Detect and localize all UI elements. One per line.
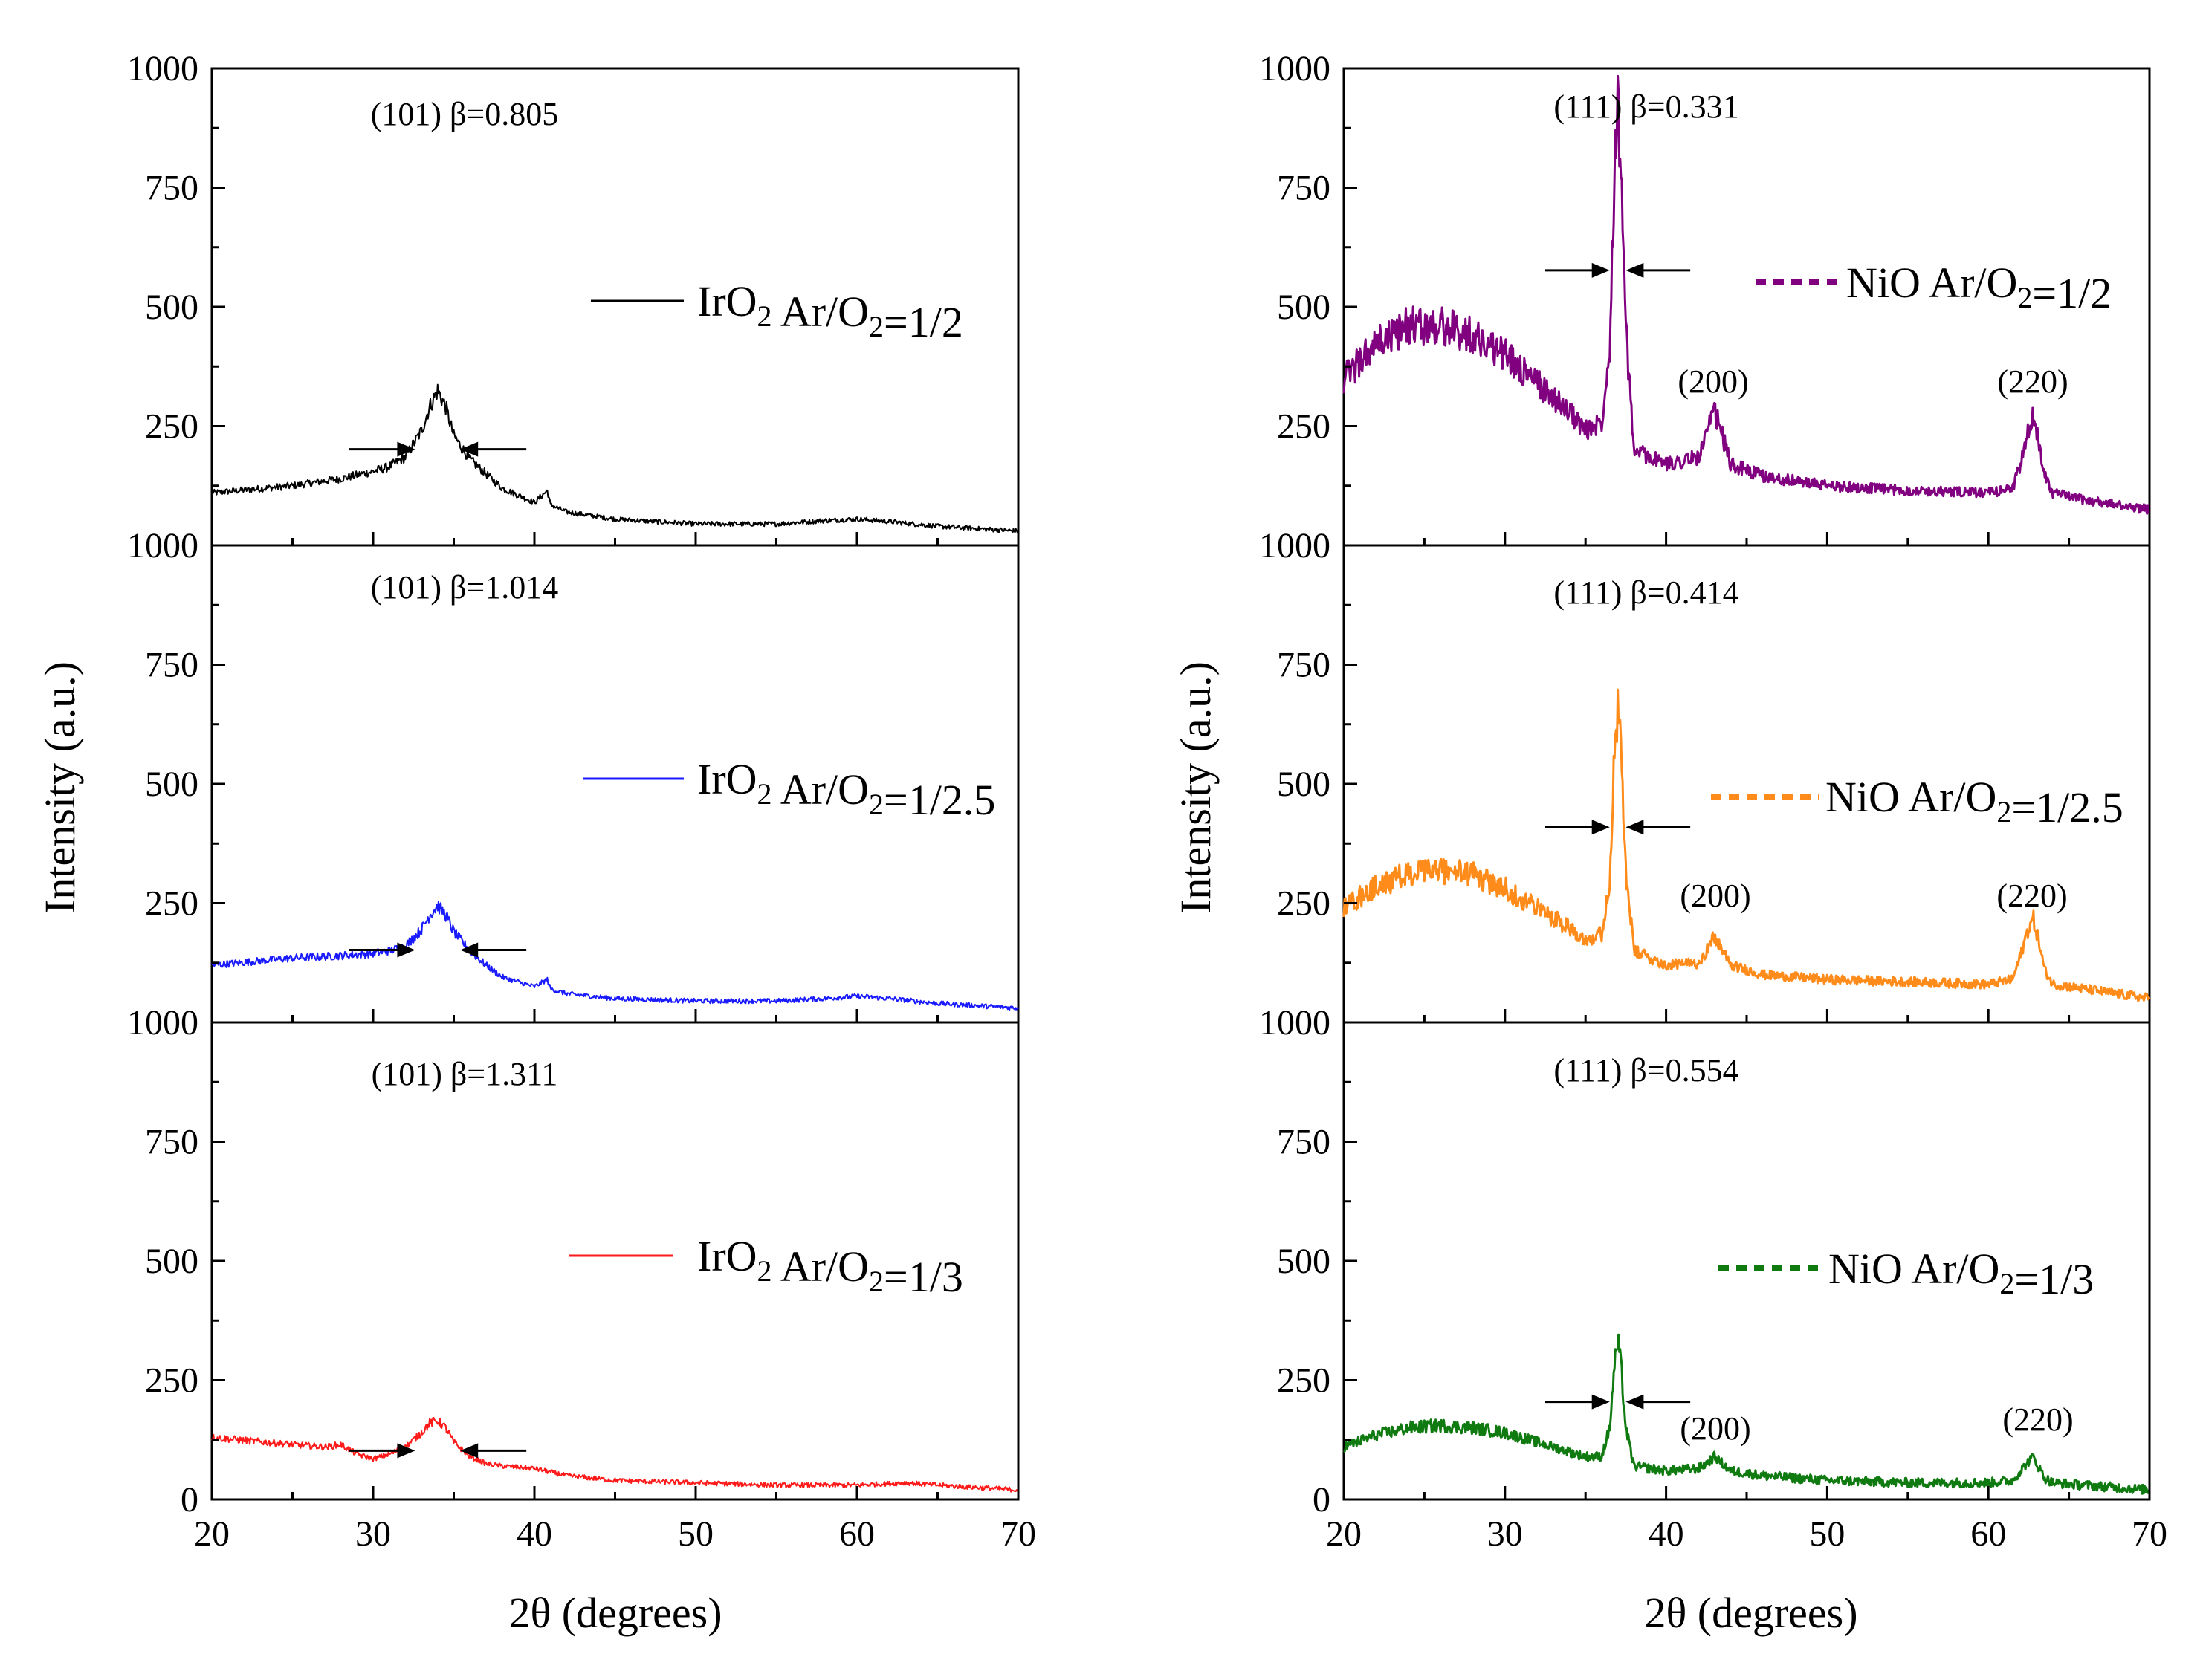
y-tick-label: 500 [1277, 765, 1330, 804]
legend-label-2: NiO Ar/O2=1/2.5 [1825, 773, 2123, 831]
y-tick-label: 250 [145, 884, 198, 924]
y-tick-label: 750 [145, 169, 198, 208]
y-tick-label: 500 [145, 288, 198, 327]
y-tick-label: 500 [145, 765, 198, 804]
y-tick-label: 0 [1313, 1480, 1330, 1520]
peak-annotation: (200) [1680, 878, 1750, 914]
x-tick-label: 60 [839, 1514, 875, 1554]
y-tick-label: 1000 [127, 49, 198, 88]
series-line-3 [211, 1417, 1019, 1493]
series-line-2 [1342, 688, 2151, 1002]
left-chart: 1000 750 500 250 1000 750 500 250 1000 750 500 250 0… [36, 49, 1036, 1637]
y-tick-label: 1000 [1259, 1003, 1330, 1042]
y-tick-label: 750 [1277, 169, 1330, 208]
left-y-axis-title: Intensity (a.u.) [36, 661, 84, 914]
x-tick-label: 50 [1809, 1514, 1845, 1554]
series-line-1 [211, 383, 1019, 533]
peak-annotation: (111) β=0.414 [1553, 574, 1738, 611]
y-tick-label: 250 [1277, 1361, 1330, 1401]
x-tick-label: 40 [517, 1514, 552, 1554]
y-tick-label: 1000 [127, 1003, 198, 1042]
y-tick-label: 1000 [1259, 49, 1330, 88]
x-tick-label: 30 [1487, 1514, 1523, 1554]
y-tick-label: 500 [1277, 288, 1330, 327]
y-tick-label: 750 [1277, 1123, 1330, 1162]
x-tick-label: 20 [194, 1514, 230, 1554]
y-tick-label: 1000 [1259, 526, 1330, 565]
fwhm-arrows-2 [1545, 820, 1691, 835]
legend-label-2: IrO2 Ar/O2=1/2.5 [697, 755, 995, 824]
peak-annotation: (101) β=1.311 [372, 1056, 558, 1092]
right-x-axis-title: 2θ (degrees) [1644, 1589, 1857, 1637]
peak-annotation: (101) β=0.805 [371, 96, 559, 132]
peak-annotation: (200) [1678, 363, 1748, 400]
y-tick-label: 0 [181, 1480, 198, 1520]
peak-annotation: (111) β=0.554 [1553, 1052, 1738, 1089]
x-tick-label: 50 [678, 1514, 714, 1554]
y-tick-label: 1000 [127, 526, 198, 565]
y-tick-label: 750 [145, 1123, 198, 1162]
y-tick-label: 500 [145, 1242, 198, 1281]
y-tick-label: 250 [145, 1361, 198, 1401]
y-tick-label: 250 [1277, 407, 1330, 447]
x-tick-label: 30 [355, 1514, 391, 1554]
fwhm-arrows-1 [349, 441, 527, 457]
y-tick-label: 750 [1277, 646, 1330, 685]
legend-label-3: IrO2 Ar/O2=1/3 [697, 1232, 963, 1301]
x-tick-label: 70 [2132, 1514, 2167, 1554]
left-x-axis-title: 2θ (degrees) [508, 1589, 722, 1637]
peak-annotation: (200) [1680, 1410, 1750, 1447]
x-tick-label: 70 [1000, 1514, 1036, 1554]
fwhm-arrows-1 [1545, 262, 1691, 278]
y-tick-label: 250 [145, 407, 198, 447]
peak-annotation: (111) β=0.331 [1553, 88, 1738, 125]
fwhm-arrows-3 [1545, 1394, 1691, 1410]
y-tick-label: 250 [1277, 884, 1330, 924]
series-line-1 [1342, 74, 2150, 515]
series-line-3 [1343, 1333, 2151, 1495]
y-tick-label: 500 [1277, 1242, 1330, 1281]
peak-annotation: (101) β=1.014 [371, 569, 559, 606]
right-y-axis-title: Intensity (a.u.) [1171, 661, 1220, 914]
peak-annotation: (220) [1996, 878, 2067, 914]
x-tick-label: 20 [1326, 1514, 1362, 1554]
legend-label-1: NiO Ar/O2=1/2 [1846, 259, 2112, 317]
x-tick-label: 40 [1649, 1514, 1684, 1554]
peak-annotation: (220) [1997, 363, 2068, 400]
fwhm-arrows-2 [349, 942, 527, 958]
series-line-2 [211, 901, 1019, 1011]
y-tick-label: 750 [145, 646, 198, 685]
legend-label-3: NiO Ar/O2=1/3 [1828, 1245, 2094, 1303]
right-chart: 1000 750 500 250 1000 750 500 250 1000 750 500 250 0… [1171, 49, 2167, 1637]
x-tick-label: 60 [1970, 1514, 2006, 1554]
legend-label-1: IrO2 Ar/O2=1/2 [697, 277, 963, 346]
fwhm-arrows-3 [349, 1443, 527, 1459]
peak-annotation: (220) [2002, 1401, 2073, 1438]
